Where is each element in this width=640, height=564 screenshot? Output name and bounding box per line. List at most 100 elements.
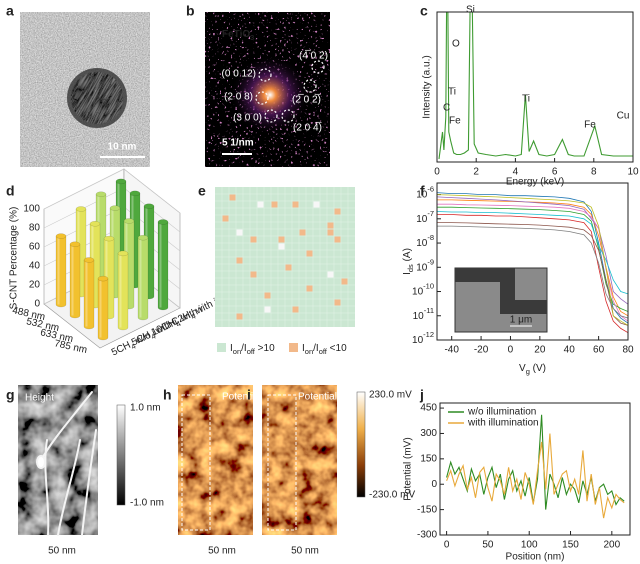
device-cell (278, 236, 285, 243)
text-run: I (402, 272, 413, 275)
bar-top (97, 275, 109, 282)
x-tick-label: 10 (627, 167, 639, 178)
colorbar-label: 1.0 nm (130, 403, 161, 414)
bar-highlight (85, 260, 88, 327)
data-line (437, 225, 628, 319)
device-cell (222, 215, 229, 222)
x-tick-label: -20 (474, 345, 489, 356)
x-tick-label: 8 (591, 167, 597, 178)
x-tick-label: 40 (564, 345, 576, 356)
y-tick-label: 10-11 (413, 306, 434, 321)
y-tick-label: 0 (431, 479, 437, 490)
device-cell (327, 271, 334, 278)
afm-height-label: Height (25, 393, 54, 404)
line-profile-box (181, 394, 211, 531)
panel-label: i (247, 387, 251, 403)
data-line (437, 211, 628, 295)
y-tick-label: 60 (29, 242, 41, 253)
device-cell (236, 313, 243, 320)
device-cell (292, 201, 299, 208)
bar-top (109, 205, 121, 211)
text-run: -10 (423, 282, 434, 291)
colorbar-label: 230.0 mV (369, 390, 412, 401)
text-run: <10 (327, 343, 347, 354)
bar (117, 253, 129, 331)
text-run: 10 (416, 262, 428, 273)
afm-potential-image (262, 385, 337, 535)
device-cell (306, 250, 313, 257)
y-tick-label: 80 (29, 223, 41, 234)
data-line (438, 12, 633, 160)
text-run: (V) (530, 363, 546, 374)
line-profile-box (267, 394, 297, 531)
peak-label: Cu (617, 111, 630, 122)
bar-top (89, 221, 101, 227)
data-line (437, 194, 628, 326)
y-tick-label: 40 (29, 261, 41, 272)
inset-electrode (455, 268, 547, 314)
text-run: 10 (416, 238, 428, 249)
colorbar-label: -230.0 mV (369, 490, 415, 501)
text-run: -7 (427, 209, 434, 218)
legend-label: with illumination (467, 418, 539, 429)
x-tick-label: 20 (534, 345, 546, 356)
peak-label: O (452, 39, 460, 50)
legend-label: Ion/Ioff >10 (230, 343, 275, 357)
text-run: 10 (416, 213, 428, 224)
afm-potential-image (178, 385, 253, 535)
bar-top (103, 235, 115, 242)
peak-label: Ti (522, 94, 530, 105)
text-run: 3 (250, 33, 254, 42)
bar-highlight (159, 222, 162, 308)
legend-swatch (217, 343, 226, 352)
bar-top (157, 219, 169, 225)
y-tick-label: 150 (420, 453, 437, 464)
x-axis-label: Position (nm) (506, 552, 565, 563)
bar-top (117, 250, 129, 257)
panel-label: c (420, 3, 428, 19)
data-line (437, 222, 628, 326)
y-tick-label: 0 (34, 299, 40, 310)
device-cell (334, 208, 341, 215)
x-tick-label: 150 (562, 540, 579, 551)
text-run: -9 (427, 258, 434, 267)
text-run: 10 (412, 335, 424, 346)
text-run: off (247, 347, 256, 356)
text-run: 10 (413, 310, 425, 321)
x-tick-label: 6 (552, 167, 558, 178)
afm-potential-label: Potential (222, 392, 261, 403)
spot-label: (2 0 4̅) (293, 122, 322, 134)
fft-glow (230, 55, 310, 135)
bar-top (137, 234, 149, 241)
text-run: off (319, 347, 328, 356)
panel-label: h (163, 387, 172, 403)
wavelength-label: 785 nm (53, 338, 88, 356)
spot-label: (3 0 0) (233, 113, 262, 124)
device-cell (292, 306, 299, 313)
x-tick-label: 80 (622, 345, 634, 356)
text-run: 4 (175, 319, 183, 329)
scale-bar-label: 5 1/nm (222, 138, 254, 149)
text-run: FeTiO (222, 29, 250, 40)
bar-top (75, 206, 87, 212)
text-run: on (305, 347, 313, 356)
peak-label: C (443, 103, 450, 114)
device-cell (250, 236, 257, 243)
text-run: 4 (190, 312, 198, 322)
peak-label: Si (466, 5, 475, 16)
x-tick-label: 4 (513, 167, 519, 178)
y-tick-label: 10-9 (416, 258, 434, 273)
peak-label: Fe (584, 120, 596, 131)
device-cell (313, 201, 320, 208)
bar (97, 278, 109, 341)
text-run: /I (313, 343, 319, 354)
device-cell (299, 229, 306, 236)
spot-label: (2 0 8) (224, 92, 253, 103)
y-tick-label: 10-8 (416, 234, 434, 249)
cnt-strands (36, 391, 97, 536)
text-run: on (233, 347, 241, 356)
grid-line (43, 168, 181, 214)
bar-top (143, 203, 155, 209)
y-axis-label: Intensity (a.u.) (422, 55, 433, 118)
